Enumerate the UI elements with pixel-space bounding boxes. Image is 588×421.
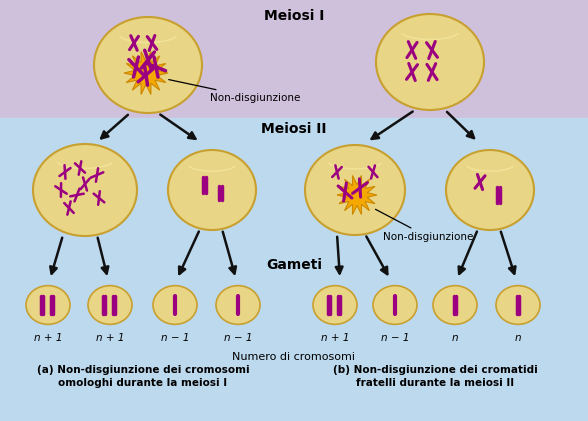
Ellipse shape (33, 144, 137, 236)
Text: n − 1: n − 1 (381, 333, 409, 343)
Bar (0, 118, 588, 421)
Text: n − 1: n − 1 (161, 333, 189, 343)
Polygon shape (124, 51, 168, 94)
Text: Gameti: Gameti (266, 258, 322, 272)
Text: n: n (514, 333, 522, 343)
Ellipse shape (433, 285, 477, 324)
Ellipse shape (94, 17, 202, 113)
Text: Meiosi I: Meiosi I (264, 9, 324, 23)
Text: Numero di cromosomi: Numero di cromosomi (232, 352, 356, 362)
Text: n + 1: n + 1 (96, 333, 124, 343)
Text: Non-disgiunzione: Non-disgiunzione (169, 80, 300, 103)
Text: n + 1: n + 1 (320, 333, 349, 343)
Text: Meiosi II: Meiosi II (261, 122, 327, 136)
Ellipse shape (313, 285, 357, 324)
Text: Non-disgiunzione: Non-disgiunzione (376, 209, 473, 242)
Text: (a) Non-disgiunzione dei cromosomi
omologhi durante la meiosi I: (a) Non-disgiunzione dei cromosomi omolo… (36, 365, 249, 388)
Ellipse shape (26, 285, 70, 324)
Bar (0, 0, 588, 118)
Ellipse shape (216, 285, 260, 324)
Polygon shape (337, 176, 377, 214)
Text: (b) Non-disgiunzione dei cromatidi
fratelli durante la meiosi II: (b) Non-disgiunzione dei cromatidi frate… (333, 365, 537, 388)
Text: n + 1: n + 1 (34, 333, 62, 343)
Ellipse shape (88, 285, 132, 324)
Text: n: n (452, 333, 458, 343)
Ellipse shape (446, 150, 534, 230)
Ellipse shape (168, 150, 256, 230)
Ellipse shape (153, 285, 197, 324)
Ellipse shape (496, 285, 540, 324)
Ellipse shape (373, 285, 417, 324)
Text: n − 1: n − 1 (224, 333, 252, 343)
Ellipse shape (376, 14, 484, 110)
Ellipse shape (305, 145, 405, 235)
